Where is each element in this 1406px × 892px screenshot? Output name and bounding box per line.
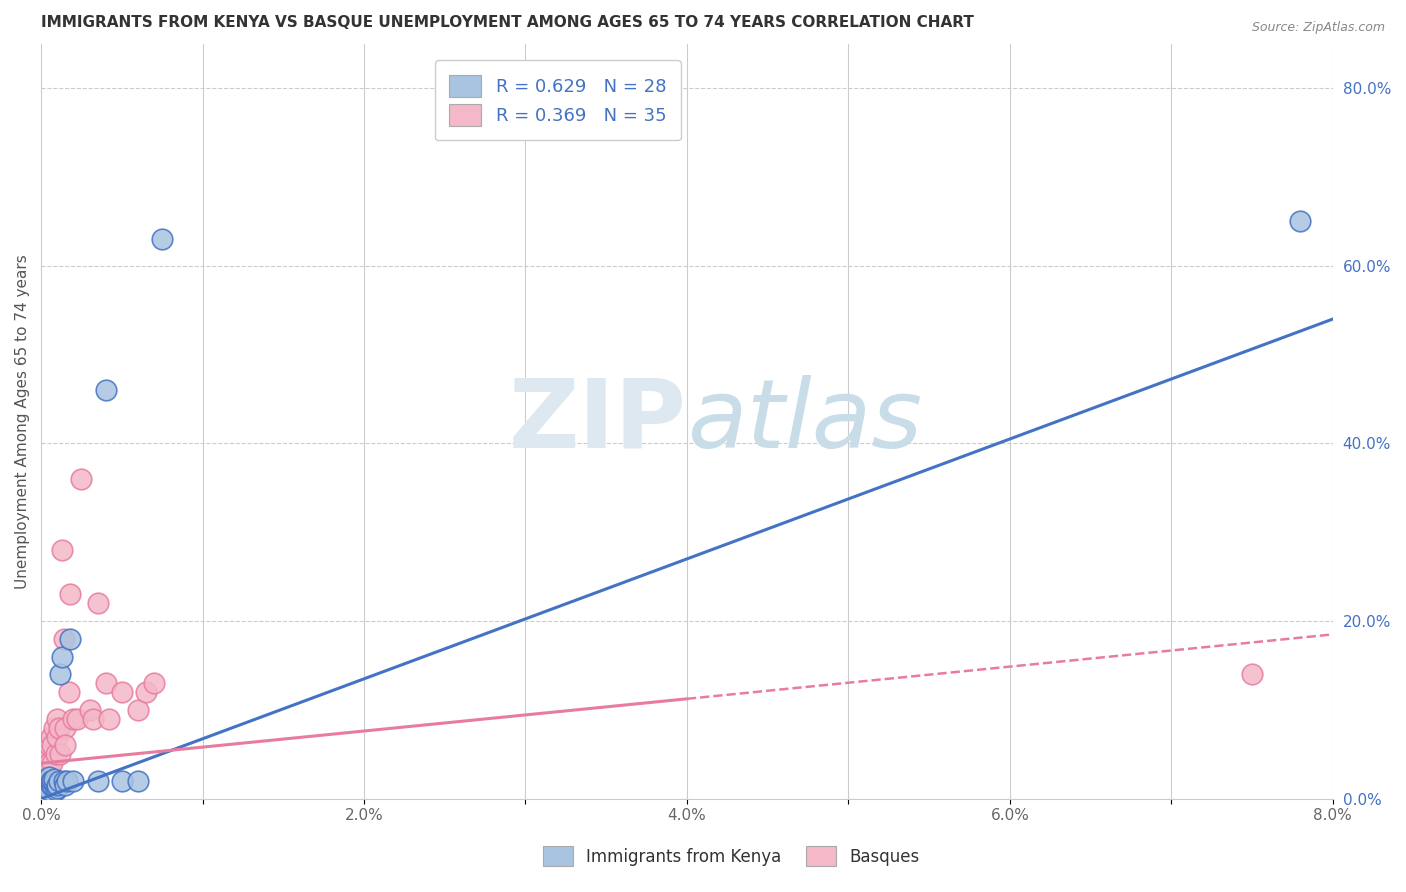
Point [111, 685, 134, 699]
Point [46, 781, 69, 796]
Point [37, 779, 59, 793]
Point [58, 685, 80, 699]
Text: atlas: atlas [688, 375, 922, 467]
Point [41, 756, 63, 771]
Point [1289, 214, 1312, 228]
Point [39, 730, 62, 744]
Point [38, 783, 60, 797]
Point [34, 774, 56, 789]
Point [143, 676, 166, 690]
Point [49, 747, 72, 762]
Point [53, 779, 76, 793]
Point [53, 739, 76, 753]
Point [52, 774, 75, 789]
Point [35, 765, 58, 780]
Point [62, 712, 84, 726]
Point [35, 776, 58, 790]
Point [42, 721, 65, 735]
Point [48, 774, 70, 789]
Point [35, 756, 58, 771]
Y-axis label: Unemployment Among Ages 65 to 74 years: Unemployment Among Ages 65 to 74 years [15, 254, 30, 589]
Point [127, 774, 149, 789]
Point [48, 721, 70, 735]
Point [39, 774, 62, 789]
Point [94, 383, 117, 397]
Point [59, 587, 82, 601]
Point [59, 632, 82, 646]
Point [56, 774, 79, 789]
Point [52, 632, 75, 646]
Point [51, 649, 73, 664]
Point [70, 472, 93, 486]
Point [46, 730, 69, 744]
Point [127, 703, 149, 717]
Point [34, 770, 56, 784]
Point [82, 712, 104, 726]
Point [97, 712, 120, 726]
Point [41, 774, 63, 789]
Point [37, 747, 59, 762]
Point [38, 756, 60, 771]
Point [45, 783, 67, 797]
Text: ZIP: ZIP [509, 375, 688, 467]
Text: Source: ZipAtlas.com: Source: ZipAtlas.com [1251, 21, 1385, 34]
Point [39, 779, 62, 793]
Point [62, 774, 84, 789]
Point [38, 739, 60, 753]
Point [46, 712, 69, 726]
Point [79, 703, 101, 717]
Point [66, 712, 89, 726]
Point [94, 676, 117, 690]
Point [41, 779, 63, 793]
Point [38, 770, 60, 784]
Point [45, 747, 67, 762]
Legend: R = 0.629   N = 28, R = 0.369   N = 35: R = 0.629 N = 28, R = 0.369 N = 35 [434, 61, 681, 140]
Point [42, 776, 65, 790]
Legend: Immigrants from Kenya, Basques: Immigrants from Kenya, Basques [534, 838, 928, 875]
Point [46, 779, 69, 793]
Point [1241, 667, 1264, 681]
Point [42, 772, 65, 787]
Point [49, 667, 72, 681]
Point [53, 721, 76, 735]
Point [41, 739, 63, 753]
Point [51, 543, 73, 558]
Point [86, 596, 108, 610]
Point [31, 765, 53, 780]
Point [150, 232, 173, 246]
Point [86, 774, 108, 789]
Point [135, 685, 157, 699]
Point [111, 774, 134, 789]
Text: IMMIGRANTS FROM KENYA VS BASQUE UNEMPLOYMENT AMONG AGES 65 TO 74 YEARS CORRELATI: IMMIGRANTS FROM KENYA VS BASQUE UNEMPLOY… [41, 15, 974, 30]
